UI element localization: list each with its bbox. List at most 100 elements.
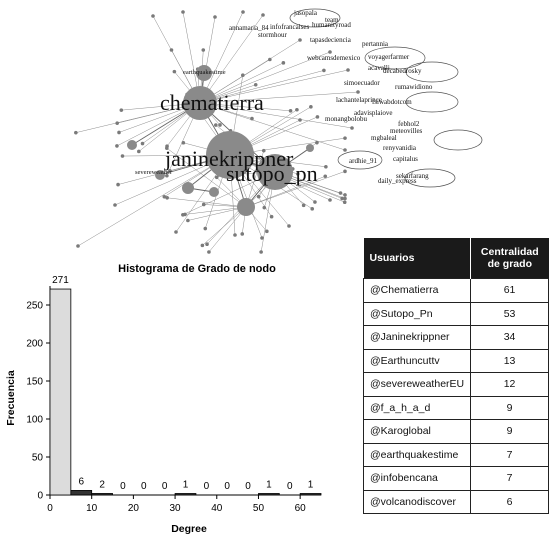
graph-edge bbox=[199, 102, 346, 151]
hub-node-chematierra bbox=[183, 86, 217, 120]
bar-value-label: 0 bbox=[162, 481, 168, 492]
table-row: @Chematierra 61 bbox=[362, 278, 549, 303]
user-cell: @f_a_h_a_d bbox=[362, 395, 472, 420]
user-cell: @volcanodiscover bbox=[362, 489, 472, 514]
y-axis-label: Frecuencia bbox=[5, 370, 17, 426]
graph-node bbox=[181, 140, 186, 145]
graph-node bbox=[322, 68, 326, 73]
graph-label-meteovilles: meteovilles bbox=[390, 127, 423, 135]
histogram-bar bbox=[91, 493, 113, 496]
graph-node bbox=[201, 202, 206, 207]
hub-node bbox=[196, 65, 212, 81]
self-loop bbox=[433, 129, 483, 151]
graph-label-simoecuador: simoecuador bbox=[344, 79, 380, 87]
graph-node bbox=[162, 194, 167, 199]
graph-node bbox=[281, 61, 286, 65]
graph-node bbox=[343, 169, 347, 174]
self-loop bbox=[364, 46, 426, 70]
graph-edge bbox=[199, 51, 331, 104]
bar-value-label: 0 bbox=[245, 481, 251, 492]
graph-node bbox=[259, 250, 263, 254]
hub-node bbox=[237, 198, 255, 216]
centrality-cell: 6 bbox=[470, 489, 549, 514]
histogram-bar bbox=[174, 493, 197, 496]
graph-label-ardhie: ardhie_91 bbox=[349, 157, 377, 165]
x-tick-label: 60 bbox=[295, 503, 307, 514]
graph-node bbox=[323, 174, 328, 179]
graph-node bbox=[350, 126, 354, 130]
x-tick-label: 40 bbox=[211, 503, 223, 514]
self-loop bbox=[289, 8, 341, 28]
graph-node bbox=[313, 200, 317, 204]
user-cell: @Sutopo_Pn bbox=[362, 301, 472, 326]
graph-label-sekarfarang: sekarfarang bbox=[396, 172, 429, 180]
graph-edge bbox=[185, 206, 247, 215]
x-tick-label: 10 bbox=[86, 503, 98, 514]
bar-value-label: 0 bbox=[287, 481, 293, 492]
bar-value-label: 2 bbox=[99, 479, 105, 490]
centrality-cell: 7 bbox=[470, 442, 549, 467]
table-row: @Earthuncuttv 13 bbox=[362, 348, 549, 373]
y-tick-label: 150 bbox=[26, 377, 43, 388]
graph-node bbox=[295, 107, 299, 112]
graph-label-stormhour: stormhour bbox=[258, 31, 287, 39]
graph-label-chematierra: chematierra bbox=[160, 90, 264, 115]
centrality-cell: 9 bbox=[470, 395, 549, 420]
graph-node bbox=[269, 214, 274, 219]
graph-node bbox=[233, 233, 237, 237]
graph-node bbox=[76, 244, 80, 248]
graph-edge bbox=[199, 102, 353, 129]
graph-node bbox=[250, 116, 254, 121]
graph-label-severeweather: severeweather bbox=[135, 169, 173, 176]
graph-node bbox=[324, 164, 328, 169]
graph-node bbox=[115, 121, 119, 125]
graph-node bbox=[200, 243, 205, 248]
graph-node bbox=[168, 168, 172, 173]
table-header-users: Usuarios bbox=[363, 238, 472, 279]
graph-edge bbox=[245, 150, 265, 208]
table-body: @Chematierra 61 @Sutopo_Pn 53 @Janinekrippne… bbox=[362, 278, 549, 514]
graph-node bbox=[74, 130, 78, 135]
hub-node bbox=[182, 182, 194, 194]
graph-node bbox=[165, 195, 169, 200]
graph-node bbox=[174, 230, 178, 234]
graph-nodes bbox=[74, 10, 360, 254]
user-cell: @Earthuncuttv bbox=[362, 348, 472, 373]
bar-value-label: 0 bbox=[120, 481, 126, 492]
graph-node bbox=[186, 218, 190, 223]
graph-edge bbox=[199, 14, 264, 104]
centrality-cell: 7 bbox=[470, 466, 549, 491]
table-row: @Karoglobal 9 bbox=[362, 419, 549, 444]
graph-node bbox=[256, 194, 261, 199]
graph-node bbox=[181, 212, 185, 217]
hub-node bbox=[306, 144, 314, 152]
graph-node bbox=[253, 83, 258, 87]
graph-node bbox=[295, 172, 300, 176]
histogram-title: Histograma de Grado de nodo bbox=[118, 263, 276, 275]
graph-node bbox=[301, 203, 306, 208]
graph-node bbox=[342, 200, 347, 205]
graph-node bbox=[113, 203, 117, 207]
graph-node bbox=[287, 224, 291, 228]
histogram-bar bbox=[258, 493, 280, 496]
user-cell: @Janinekrippner bbox=[362, 325, 472, 350]
graph-node bbox=[165, 173, 169, 178]
graph-node bbox=[260, 236, 264, 240]
graph-node bbox=[203, 226, 208, 231]
table-header-centrality: Centralidad de grado bbox=[470, 238, 549, 279]
bar-value-label: 6 bbox=[78, 476, 84, 487]
graph-label-lachantelaprince: lachantelaprince bbox=[336, 96, 382, 104]
self-loop bbox=[337, 150, 383, 170]
centrality-cell: 61 bbox=[470, 278, 549, 303]
table-row: @volcanodiscover 6 bbox=[362, 489, 549, 514]
graph-node bbox=[343, 148, 347, 152]
graph-node bbox=[214, 123, 218, 127]
graph-label-janinekrippner: janinekrippner bbox=[164, 146, 294, 171]
graph-label-annamaria: annamaria_84 bbox=[229, 24, 269, 32]
user-cell: @Chematierra bbox=[362, 278, 472, 303]
graph-edge bbox=[199, 91, 359, 104]
y-tick-label: 100 bbox=[26, 415, 43, 426]
graph-node bbox=[343, 193, 347, 197]
graph-node bbox=[205, 242, 209, 247]
graph-label-voyagerfarmer: voyagerfarmer bbox=[368, 53, 410, 61]
